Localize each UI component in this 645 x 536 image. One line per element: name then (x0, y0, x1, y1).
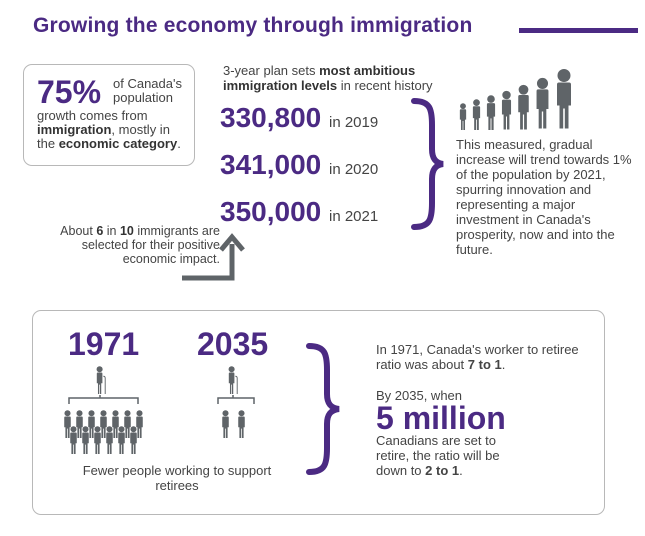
ratio-comparison-box (32, 310, 605, 515)
ratio-1971-text: In 1971, Canada's worker to retiree rati… (376, 342, 579, 372)
retiree-with-cane-icon (227, 366, 238, 394)
person-icon (501, 90, 512, 130)
worker-icon (100, 410, 107, 438)
five-million: 5 million (376, 400, 506, 436)
growth-stat-box (23, 64, 195, 166)
person-icon (557, 69, 571, 129)
growth-line3: growth comes from (37, 108, 148, 123)
worker-icon (76, 410, 83, 438)
worker-icon (136, 410, 143, 438)
person-icon (459, 103, 467, 130)
increase-description: This measured, gradual increase will tre… (456, 137, 632, 257)
worker-icon (130, 426, 137, 454)
growing-population-icons (459, 69, 571, 130)
brace-icon (306, 343, 340, 475)
year-1971: 1971 (68, 326, 140, 362)
growth-side-line2: population (113, 90, 173, 105)
worker-icon (94, 426, 101, 454)
level-2019: 330,800 in 2019 (220, 104, 378, 132)
worker-icon (64, 410, 71, 438)
worker-icon (70, 426, 77, 454)
growth-line4: immigration, mostly in (37, 122, 170, 137)
growth-line5: the economic category. (37, 136, 181, 151)
worker-icon (222, 410, 229, 438)
person-icon (486, 95, 496, 130)
level-2021-value: 350,000 (220, 196, 322, 227)
growth-side-line1: of Canada's (113, 76, 182, 91)
ratio-1971-diagram (64, 366, 143, 454)
worker-icon (112, 410, 119, 438)
level-2020-year: in 2020 (329, 161, 379, 178)
fewer-workers-caption: Fewer people working to support retirees (82, 463, 272, 493)
page-title: Growing the economy through immigration (33, 14, 473, 37)
retire-ratio-text: Canadians are set to retire, the ratio w… (376, 433, 500, 478)
growth-side-text: of Canada's population (113, 77, 182, 105)
brace-icon (411, 98, 444, 230)
level-2021-year: in 2021 (329, 208, 379, 225)
level-2019-year: in 2019 (329, 114, 379, 131)
by-2035-text: By 2035, when (376, 388, 463, 403)
worker-icon (118, 426, 125, 454)
title-rule (519, 28, 638, 33)
worker-icon (238, 410, 245, 438)
retiree-with-cane-icon (95, 366, 106, 394)
plan-heading: 3-year plan sets most ambitious immigrat… (223, 63, 433, 93)
level-2020: 341,000 in 2020 (220, 151, 378, 179)
level-2021: 350,000 in 2021 (220, 198, 378, 226)
arrow-up-icon (182, 233, 245, 281)
growth-text: growth comes from immigration, mostly in… (37, 109, 191, 151)
worker-icon (106, 426, 113, 454)
selection-note: About 6 in 10 immigrants are selected fo… (60, 224, 220, 266)
person-icon (472, 99, 481, 130)
level-2019-value: 330,800 (220, 102, 322, 133)
worker-icon (82, 426, 89, 454)
person-icon (536, 77, 549, 129)
level-2020-value: 341,000 (220, 149, 322, 180)
ratio-2035-diagram (217, 366, 255, 438)
person-icon (518, 84, 529, 130)
growth-percent: 75% (37, 74, 102, 110)
worker-icon (124, 410, 131, 438)
worker-icon (88, 410, 95, 438)
year-2035: 2035 (197, 326, 269, 362)
